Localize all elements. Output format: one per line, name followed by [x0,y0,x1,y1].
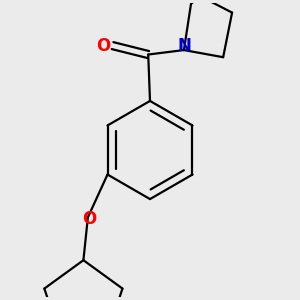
Text: O: O [82,210,97,228]
Text: N: N [178,38,192,56]
Text: O: O [97,37,111,55]
